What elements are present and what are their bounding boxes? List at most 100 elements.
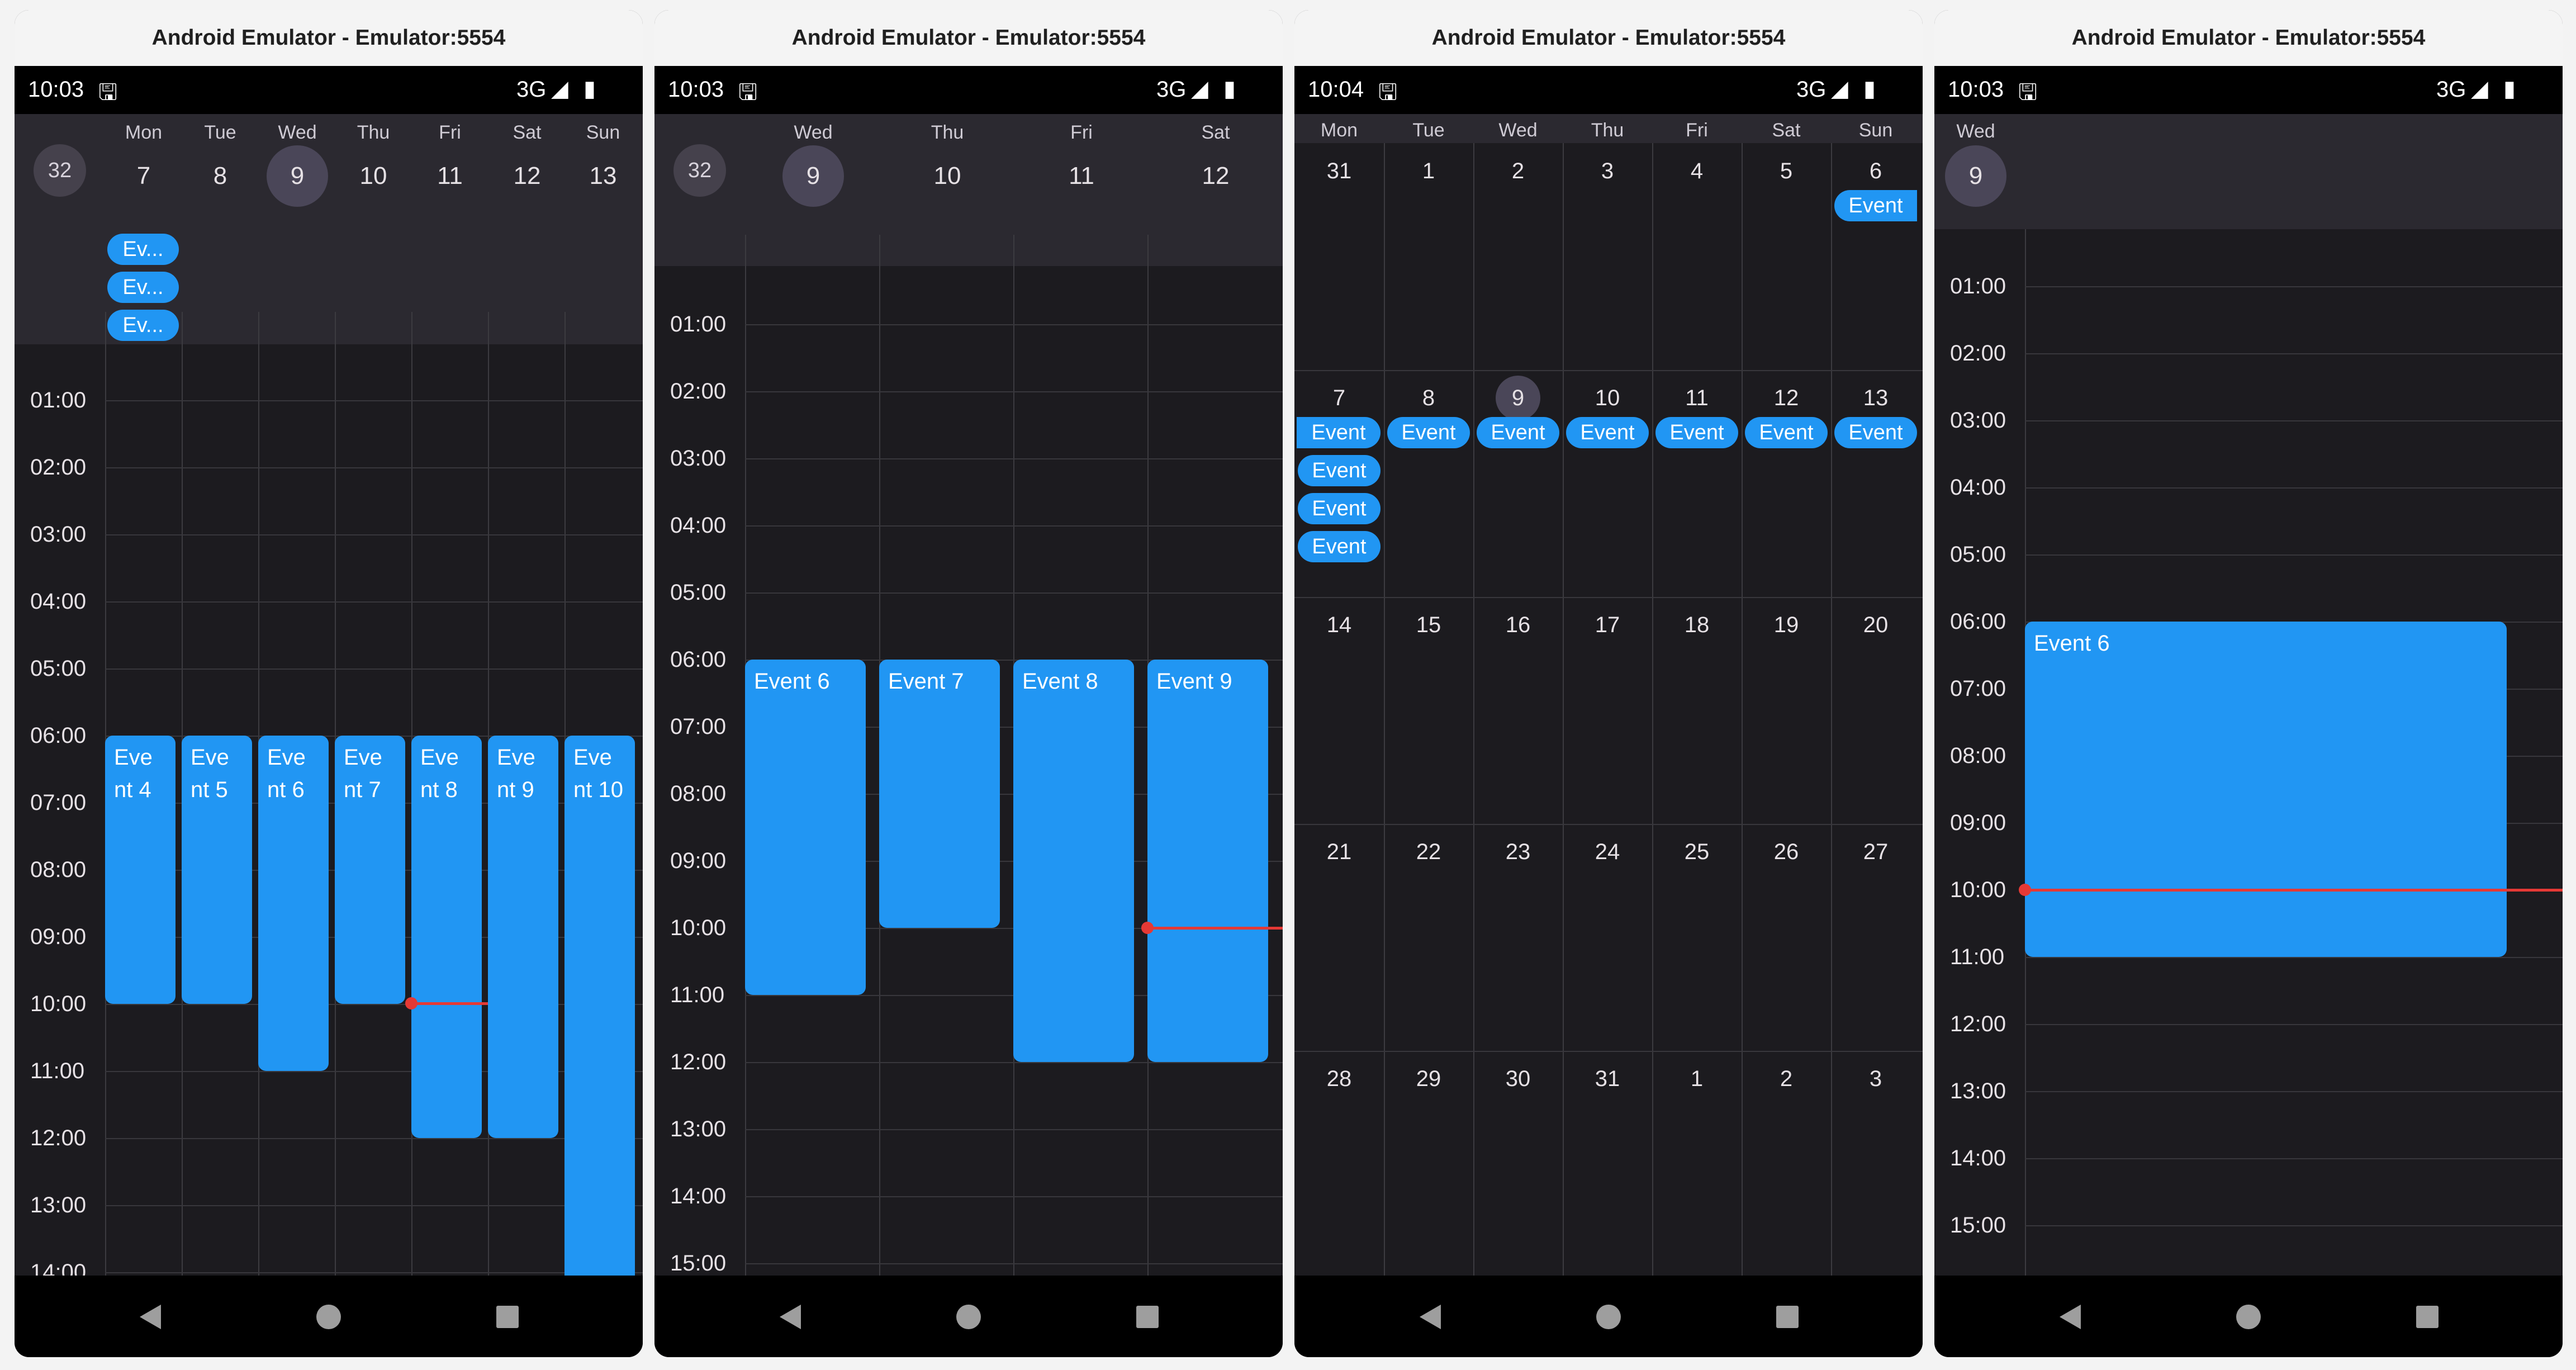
month-day[interactable]: 7 bbox=[1332, 386, 1346, 410]
month-day[interactable]: 31 bbox=[1326, 159, 1352, 183]
status-bar: 10:03 🖫 3G ◢ ▮ bbox=[15, 66, 643, 114]
event-block[interactable]: Event 6 bbox=[2025, 622, 2507, 957]
day-number-wed-selected[interactable]: 9 bbox=[782, 145, 844, 207]
month-day[interactable]: 3 bbox=[1869, 1066, 1882, 1091]
month-day[interactable]: 28 bbox=[1326, 1066, 1352, 1091]
month-day[interactable]: 22 bbox=[1416, 840, 1441, 864]
home-icon[interactable] bbox=[956, 1305, 981, 1329]
month-day[interactable]: 21 bbox=[1326, 840, 1352, 864]
day-number-tue[interactable]: 8 bbox=[213, 162, 227, 189]
day-number-fri[interactable]: 11 bbox=[1069, 162, 1094, 189]
recents-icon[interactable] bbox=[1136, 1306, 1159, 1328]
month-event[interactable]: Event bbox=[1566, 417, 1649, 448]
month-day[interactable]: 1 bbox=[1690, 1066, 1704, 1091]
day-number-mon[interactable]: 7 bbox=[136, 162, 151, 189]
month-day[interactable]: 10 bbox=[1595, 386, 1620, 410]
event-block[interactable]: Eve nt 7 bbox=[335, 736, 405, 1004]
month-day[interactable]: 6 bbox=[1869, 159, 1882, 183]
month-event[interactable]: Event bbox=[1298, 531, 1380, 562]
day-number-sat[interactable]: 12 bbox=[1202, 162, 1230, 189]
month-day[interactable]: 11 bbox=[1685, 386, 1709, 410]
event-block[interactable]: Eve nt 8 bbox=[411, 736, 482, 1138]
month-day[interactable]: 29 bbox=[1416, 1066, 1441, 1091]
back-icon[interactable] bbox=[2060, 1305, 2081, 1329]
day-number-thu[interactable]: 10 bbox=[933, 162, 961, 189]
month-day[interactable]: 15 bbox=[1416, 613, 1441, 637]
month-event[interactable]: Event bbox=[1834, 190, 1917, 221]
month-day[interactable]: 24 bbox=[1595, 840, 1620, 864]
home-icon[interactable] bbox=[316, 1305, 341, 1329]
month-event[interactable]: Event bbox=[1298, 455, 1380, 486]
allday-event[interactable]: Ev... bbox=[107, 272, 179, 303]
status-time: 10:03 bbox=[668, 77, 724, 102]
day-number-sun[interactable]: 13 bbox=[589, 162, 617, 189]
recents-icon[interactable] bbox=[496, 1306, 519, 1328]
month-day[interactable]: 30 bbox=[1505, 1066, 1531, 1091]
month-day[interactable]: 5 bbox=[1780, 159, 1793, 183]
month-day[interactable]: 27 bbox=[1863, 840, 1889, 864]
month-day[interactable]: 14 bbox=[1326, 613, 1352, 637]
month-day[interactable]: 1 bbox=[1422, 159, 1435, 183]
allday-event[interactable]: Ev... bbox=[107, 234, 179, 265]
month-event[interactable]: Event bbox=[1834, 417, 1917, 448]
day-number-sat[interactable]: 12 bbox=[513, 162, 541, 189]
event-block[interactable]: Event 6 bbox=[745, 660, 866, 995]
day-label-sun: Sun bbox=[586, 122, 620, 143]
month-day[interactable]: 2 bbox=[1780, 1066, 1793, 1091]
month-day[interactable]: 2 bbox=[1511, 159, 1525, 183]
month-day[interactable]: 8 bbox=[1422, 386, 1435, 410]
month-day[interactable]: 20 bbox=[1863, 613, 1889, 637]
event-block[interactable]: Event 7 bbox=[879, 660, 1000, 928]
event-block[interactable]: Eve nt 4 bbox=[105, 736, 175, 1004]
month-event[interactable]: Event bbox=[1745, 417, 1828, 448]
month-event[interactable]: Event bbox=[1655, 417, 1738, 448]
recents-icon[interactable] bbox=[1776, 1306, 1799, 1328]
event-block[interactable]: Event 8 bbox=[1013, 660, 1134, 1062]
day-label-fri: Fri bbox=[1070, 122, 1093, 143]
event-block[interactable]: Eve nt 6 bbox=[258, 736, 329, 1071]
nav-bar bbox=[1934, 1276, 2563, 1357]
day-number-thu[interactable]: 10 bbox=[359, 162, 387, 189]
time-label: 04:00 bbox=[1950, 475, 2006, 500]
home-icon[interactable] bbox=[2236, 1305, 2261, 1329]
time-label: 01:00 bbox=[670, 312, 727, 336]
month-day[interactable]: 12 bbox=[1773, 386, 1799, 410]
allday-event[interactable]: Ev... bbox=[107, 310, 179, 341]
month-day[interactable]: 17 bbox=[1595, 613, 1620, 637]
day-number-wed-selected[interactable]: 9 bbox=[267, 145, 328, 207]
home-icon[interactable] bbox=[1596, 1305, 1621, 1329]
month-event[interactable]: Event bbox=[1477, 417, 1559, 448]
month-day[interactable]: 4 bbox=[1690, 159, 1704, 183]
month-day[interactable]: 23 bbox=[1505, 840, 1531, 864]
month-day[interactable]: 31 bbox=[1595, 1066, 1620, 1091]
day-label-thu: Thu bbox=[931, 122, 964, 143]
month-day[interactable]: 18 bbox=[1684, 613, 1710, 637]
back-icon[interactable] bbox=[140, 1305, 161, 1329]
event-block[interactable]: Eve nt 9 bbox=[488, 736, 558, 1138]
event-block[interactable]: Eve nt 10 bbox=[564, 736, 635, 1276]
month-day[interactable]: 3 bbox=[1601, 159, 1614, 183]
event-block[interactable]: Event 9 bbox=[1147, 660, 1268, 1062]
back-icon[interactable] bbox=[780, 1305, 801, 1329]
month-event[interactable]: Event bbox=[1297, 417, 1380, 448]
window-title: Android Emulator - Emulator:5554 bbox=[1934, 10, 2563, 66]
day-number-wed-selected[interactable]: 9 bbox=[1945, 145, 2006, 207]
weekday-label: Thu bbox=[1591, 120, 1624, 141]
day-number-fri[interactable]: 11 bbox=[437, 162, 463, 189]
event-block[interactable]: Eve nt 5 bbox=[182, 736, 252, 1004]
recents-icon[interactable] bbox=[2416, 1306, 2439, 1328]
month-day[interactable]: 26 bbox=[1773, 840, 1799, 864]
month-event[interactable]: Event bbox=[1387, 417, 1470, 448]
month-event[interactable]: Event bbox=[1298, 493, 1380, 524]
week-number[interactable]: 32 bbox=[673, 144, 726, 197]
month-day[interactable]: 25 bbox=[1684, 840, 1710, 864]
month-day[interactable]: 13 bbox=[1863, 386, 1889, 410]
back-icon[interactable] bbox=[1420, 1305, 1441, 1329]
time-label: 14:00 bbox=[670, 1184, 727, 1208]
week-number[interactable]: 32 bbox=[34, 144, 86, 197]
time-label: 05:00 bbox=[1950, 542, 2006, 567]
weekday-label: Fri bbox=[1686, 120, 1708, 141]
month-day[interactable]: 16 bbox=[1505, 613, 1531, 637]
month-day[interactable]: 19 bbox=[1773, 613, 1799, 637]
month-day-selected[interactable]: 9 bbox=[1496, 376, 1540, 420]
